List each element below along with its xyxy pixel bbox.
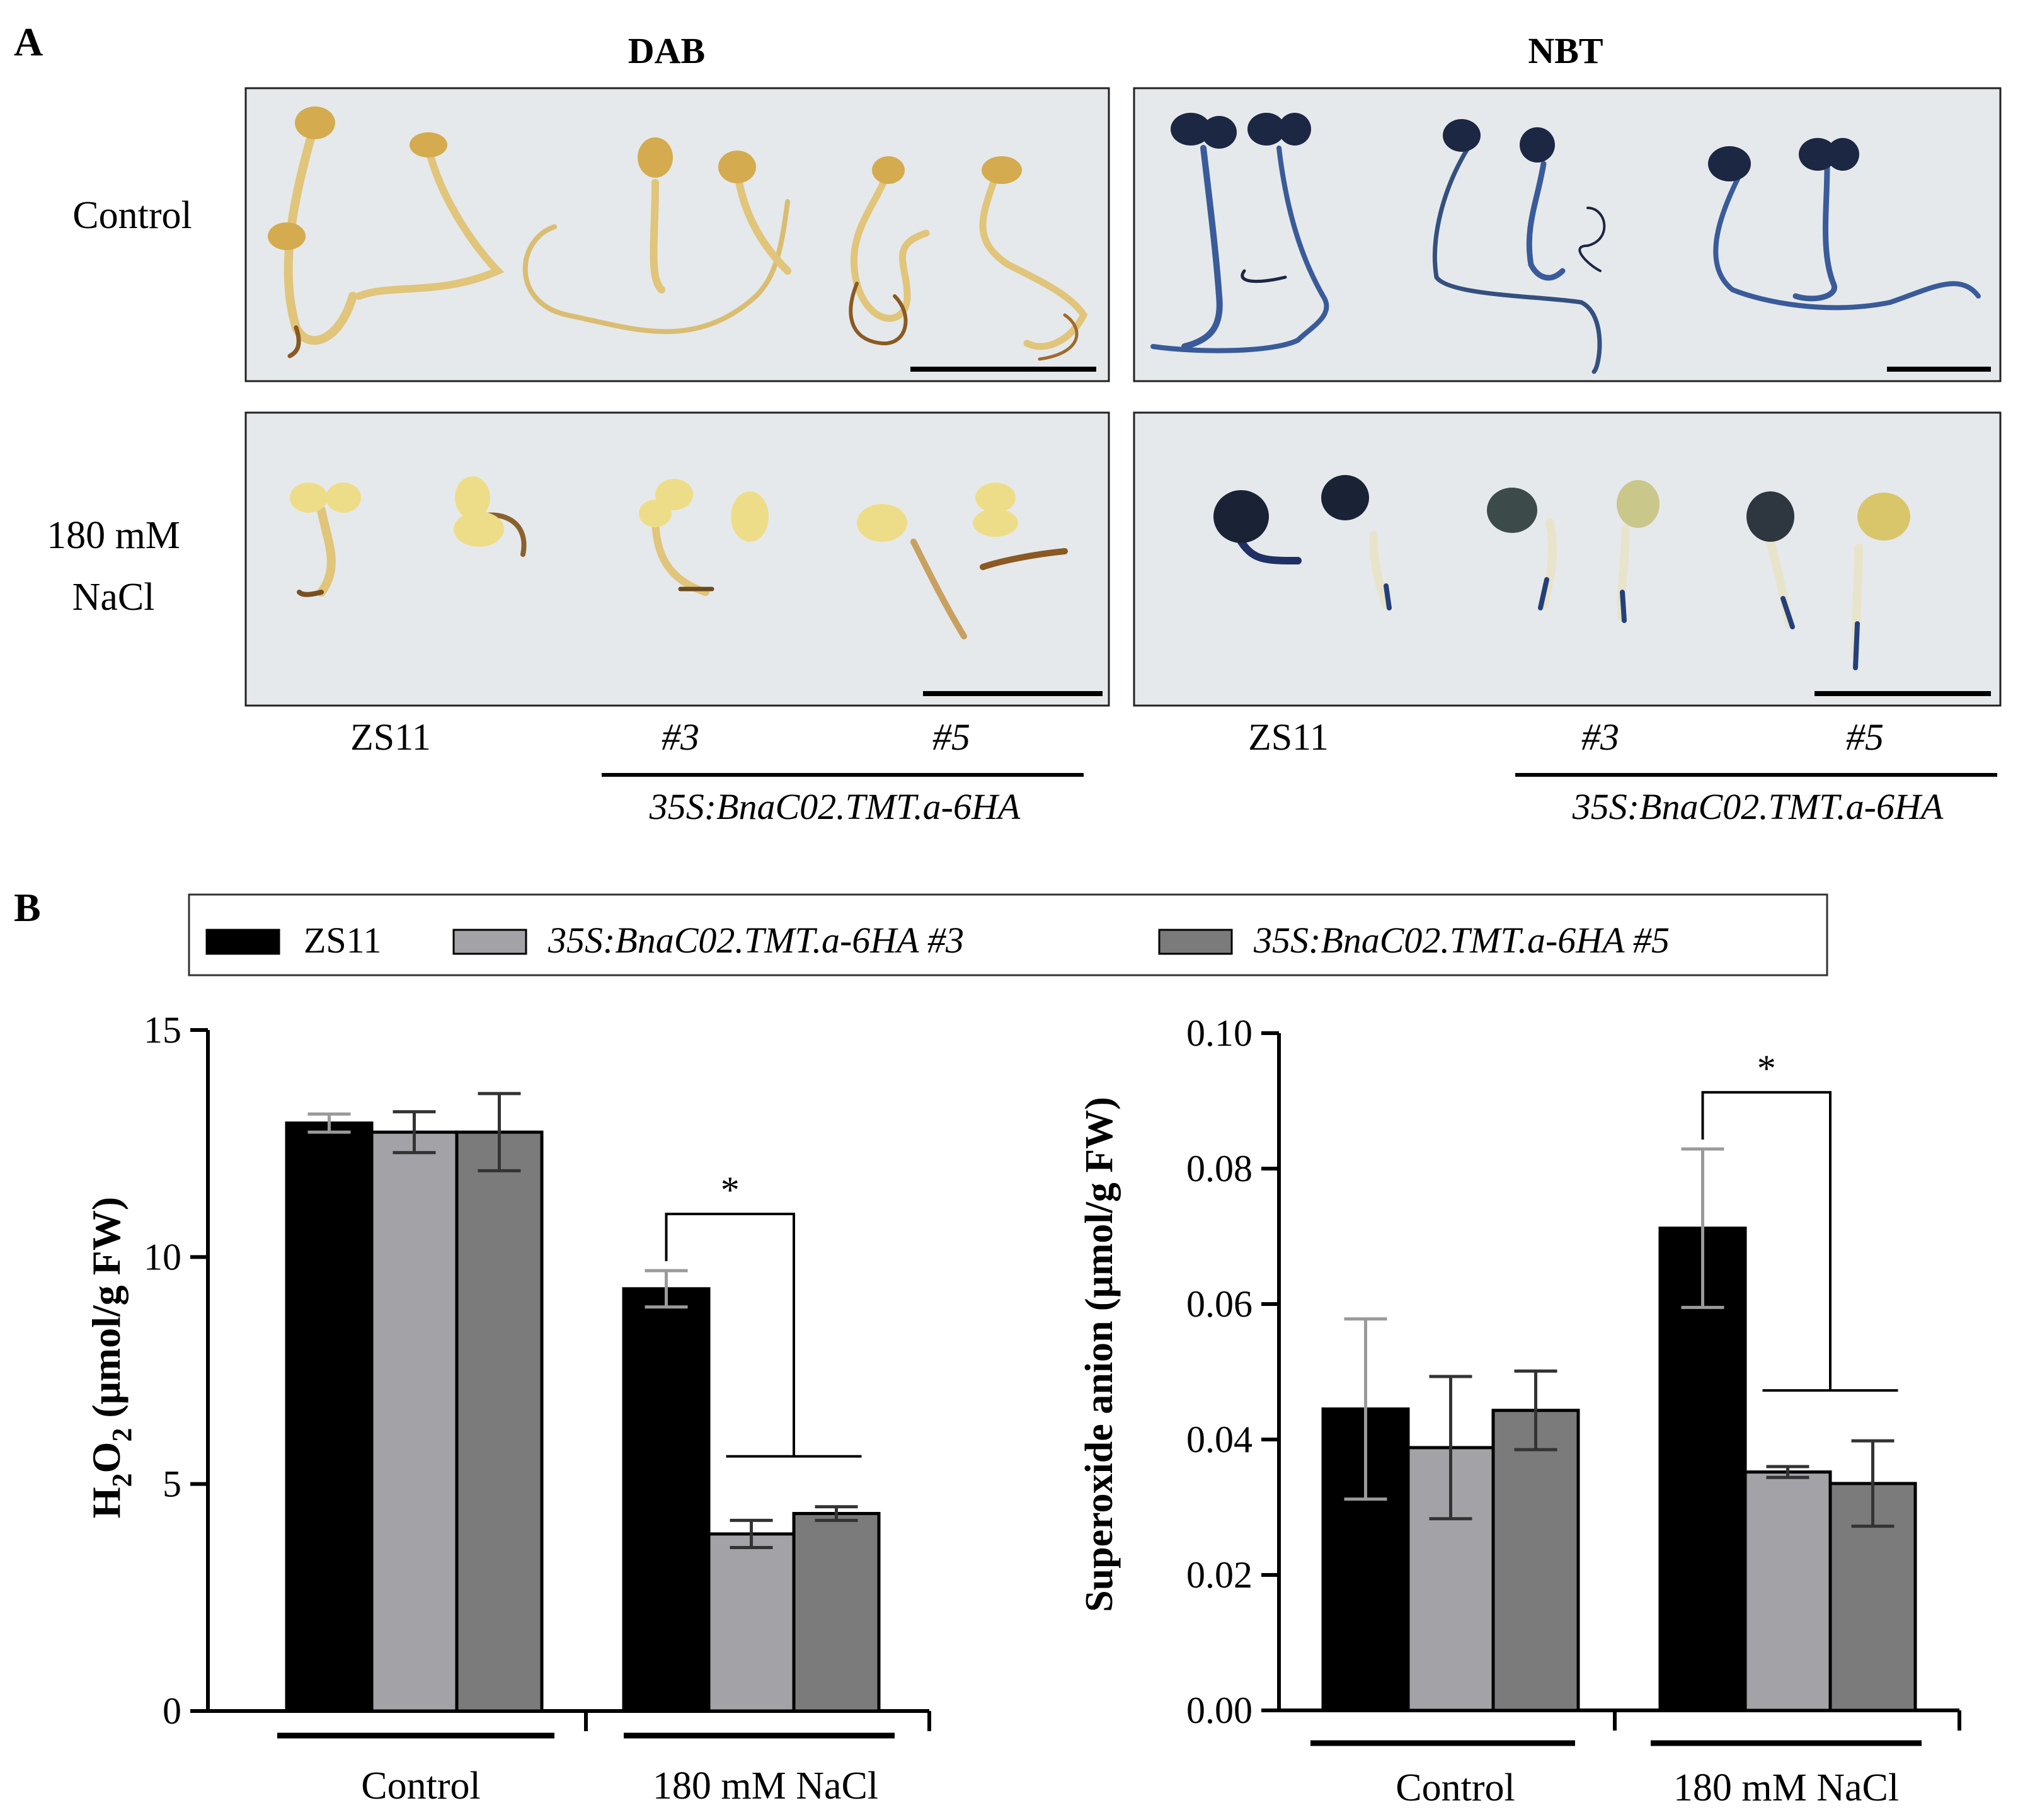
superoxide-chart: Superoxide anion (μmol/g FW) 0.00 0.02 0.0… bbox=[1078, 1012, 1961, 1809]
superoxide-y-tick-label-4: 0.08 bbox=[1186, 1148, 1253, 1189]
h2o2-bar-1-1 bbox=[707, 1532, 796, 1713]
dab-label-zs11: ZS11 bbox=[350, 716, 431, 758]
superoxide-y-tick-label-2: 0.04 bbox=[1186, 1419, 1253, 1460]
legend-swatch-zs11 bbox=[205, 929, 280, 955]
panel-a-label: A bbox=[14, 20, 43, 64]
h2o2-bar-0-1 bbox=[370, 1130, 459, 1713]
superoxide-y-tick-label-5: 0.10 bbox=[1186, 1012, 1253, 1054]
superoxide-y-tick-label-0: 0.00 bbox=[1186, 1690, 1253, 1731]
nbt-control-photo bbox=[1133, 87, 2002, 382]
h2o2-y-tick-label-1: 5 bbox=[163, 1463, 181, 1505]
nbt-salt-photo bbox=[1133, 411, 2002, 707]
h2o2-sig-bracket bbox=[665, 1212, 795, 1457]
dab-title: DAB bbox=[628, 30, 705, 71]
dab-salt-photo bbox=[244, 411, 1110, 707]
nbt-label-line5: #5 bbox=[1846, 716, 1884, 758]
h2o2-y-tick-label-2: 10 bbox=[144, 1236, 181, 1278]
legend-swatch-line3 bbox=[452, 929, 527, 955]
h2o2-chart: H2O2 (μmol/g FW) 0 5 10 15 * Control 180 mM… bbox=[84, 1009, 931, 1807]
row-label-control: Control bbox=[72, 194, 192, 237]
nbt-construct-label: 35S:BnaC02.TMT.a-6HA bbox=[1572, 786, 1944, 827]
h2o2-bar-1-0 bbox=[622, 1287, 711, 1713]
h2o2-y-tick-label-0: 0 bbox=[163, 1690, 181, 1732]
superoxide-bar-1-1 bbox=[1743, 1470, 1832, 1712]
panel-b-label: B bbox=[14, 885, 41, 930]
h2o2-bar-0-0 bbox=[285, 1121, 374, 1713]
dab-control-photo bbox=[244, 87, 1110, 382]
h2o2-group-label-control: Control bbox=[361, 1765, 480, 1807]
dab-label-line3: #3 bbox=[662, 716, 699, 758]
row-label-salt-1: 180 mM bbox=[47, 514, 180, 557]
superoxide-y-tick-label-3: 0.06 bbox=[1186, 1283, 1253, 1325]
superoxide-sig-star: * bbox=[1757, 1048, 1776, 1089]
h2o2-sig-star: * bbox=[721, 1169, 740, 1211]
superoxide-y-axis-label: Superoxide anion (μmol/g FW) bbox=[1078, 1097, 1121, 1612]
nbt-label-zs11: ZS11 bbox=[1248, 716, 1329, 758]
row-label-salt-2: NaCl bbox=[72, 576, 155, 619]
h2o2-bar-1-2 bbox=[792, 1512, 881, 1713]
superoxide-group-label-control: Control bbox=[1396, 1766, 1515, 1809]
superoxide-sig-bracket bbox=[1701, 1090, 1832, 1391]
superoxide-bar-1-2 bbox=[1828, 1482, 1917, 1712]
nbt-title: NBT bbox=[1528, 30, 1603, 71]
superoxide-bar-0-2 bbox=[1491, 1409, 1580, 1712]
h2o2-y-axis-label: H2O2 (μmol/g FW) bbox=[84, 1197, 137, 1518]
h2o2-bar-0-2 bbox=[455, 1130, 544, 1713]
dab-construct-label: 35S:BnaC02.TMT.a-6HA bbox=[649, 786, 1021, 827]
nbt-label-line3: #3 bbox=[1581, 716, 1619, 758]
legend-label-line3: 35S:BnaC02.TMT.a-6HA #3 bbox=[547, 920, 964, 961]
dab-label-line5: #5 bbox=[932, 716, 970, 758]
legend-label-line5: 35S:BnaC02.TMT.a-6HA #5 bbox=[1253, 920, 1670, 961]
legend-swatch-line5 bbox=[1158, 929, 1233, 955]
superoxide-group-label-salt: 180 mM NaCl bbox=[1673, 1766, 1899, 1809]
superoxide-y-tick-label-1: 0.02 bbox=[1186, 1554, 1253, 1596]
legend-label-zs11: ZS11 bbox=[304, 920, 382, 961]
legend: ZS11 35S:BnaC02.TMT.a-6HA #3 35S:BnaC02.… bbox=[188, 893, 1828, 976]
h2o2-y-tick-label-3: 15 bbox=[144, 1009, 181, 1051]
h2o2-group-label-salt: 180 mM NaCl bbox=[653, 1765, 878, 1807]
